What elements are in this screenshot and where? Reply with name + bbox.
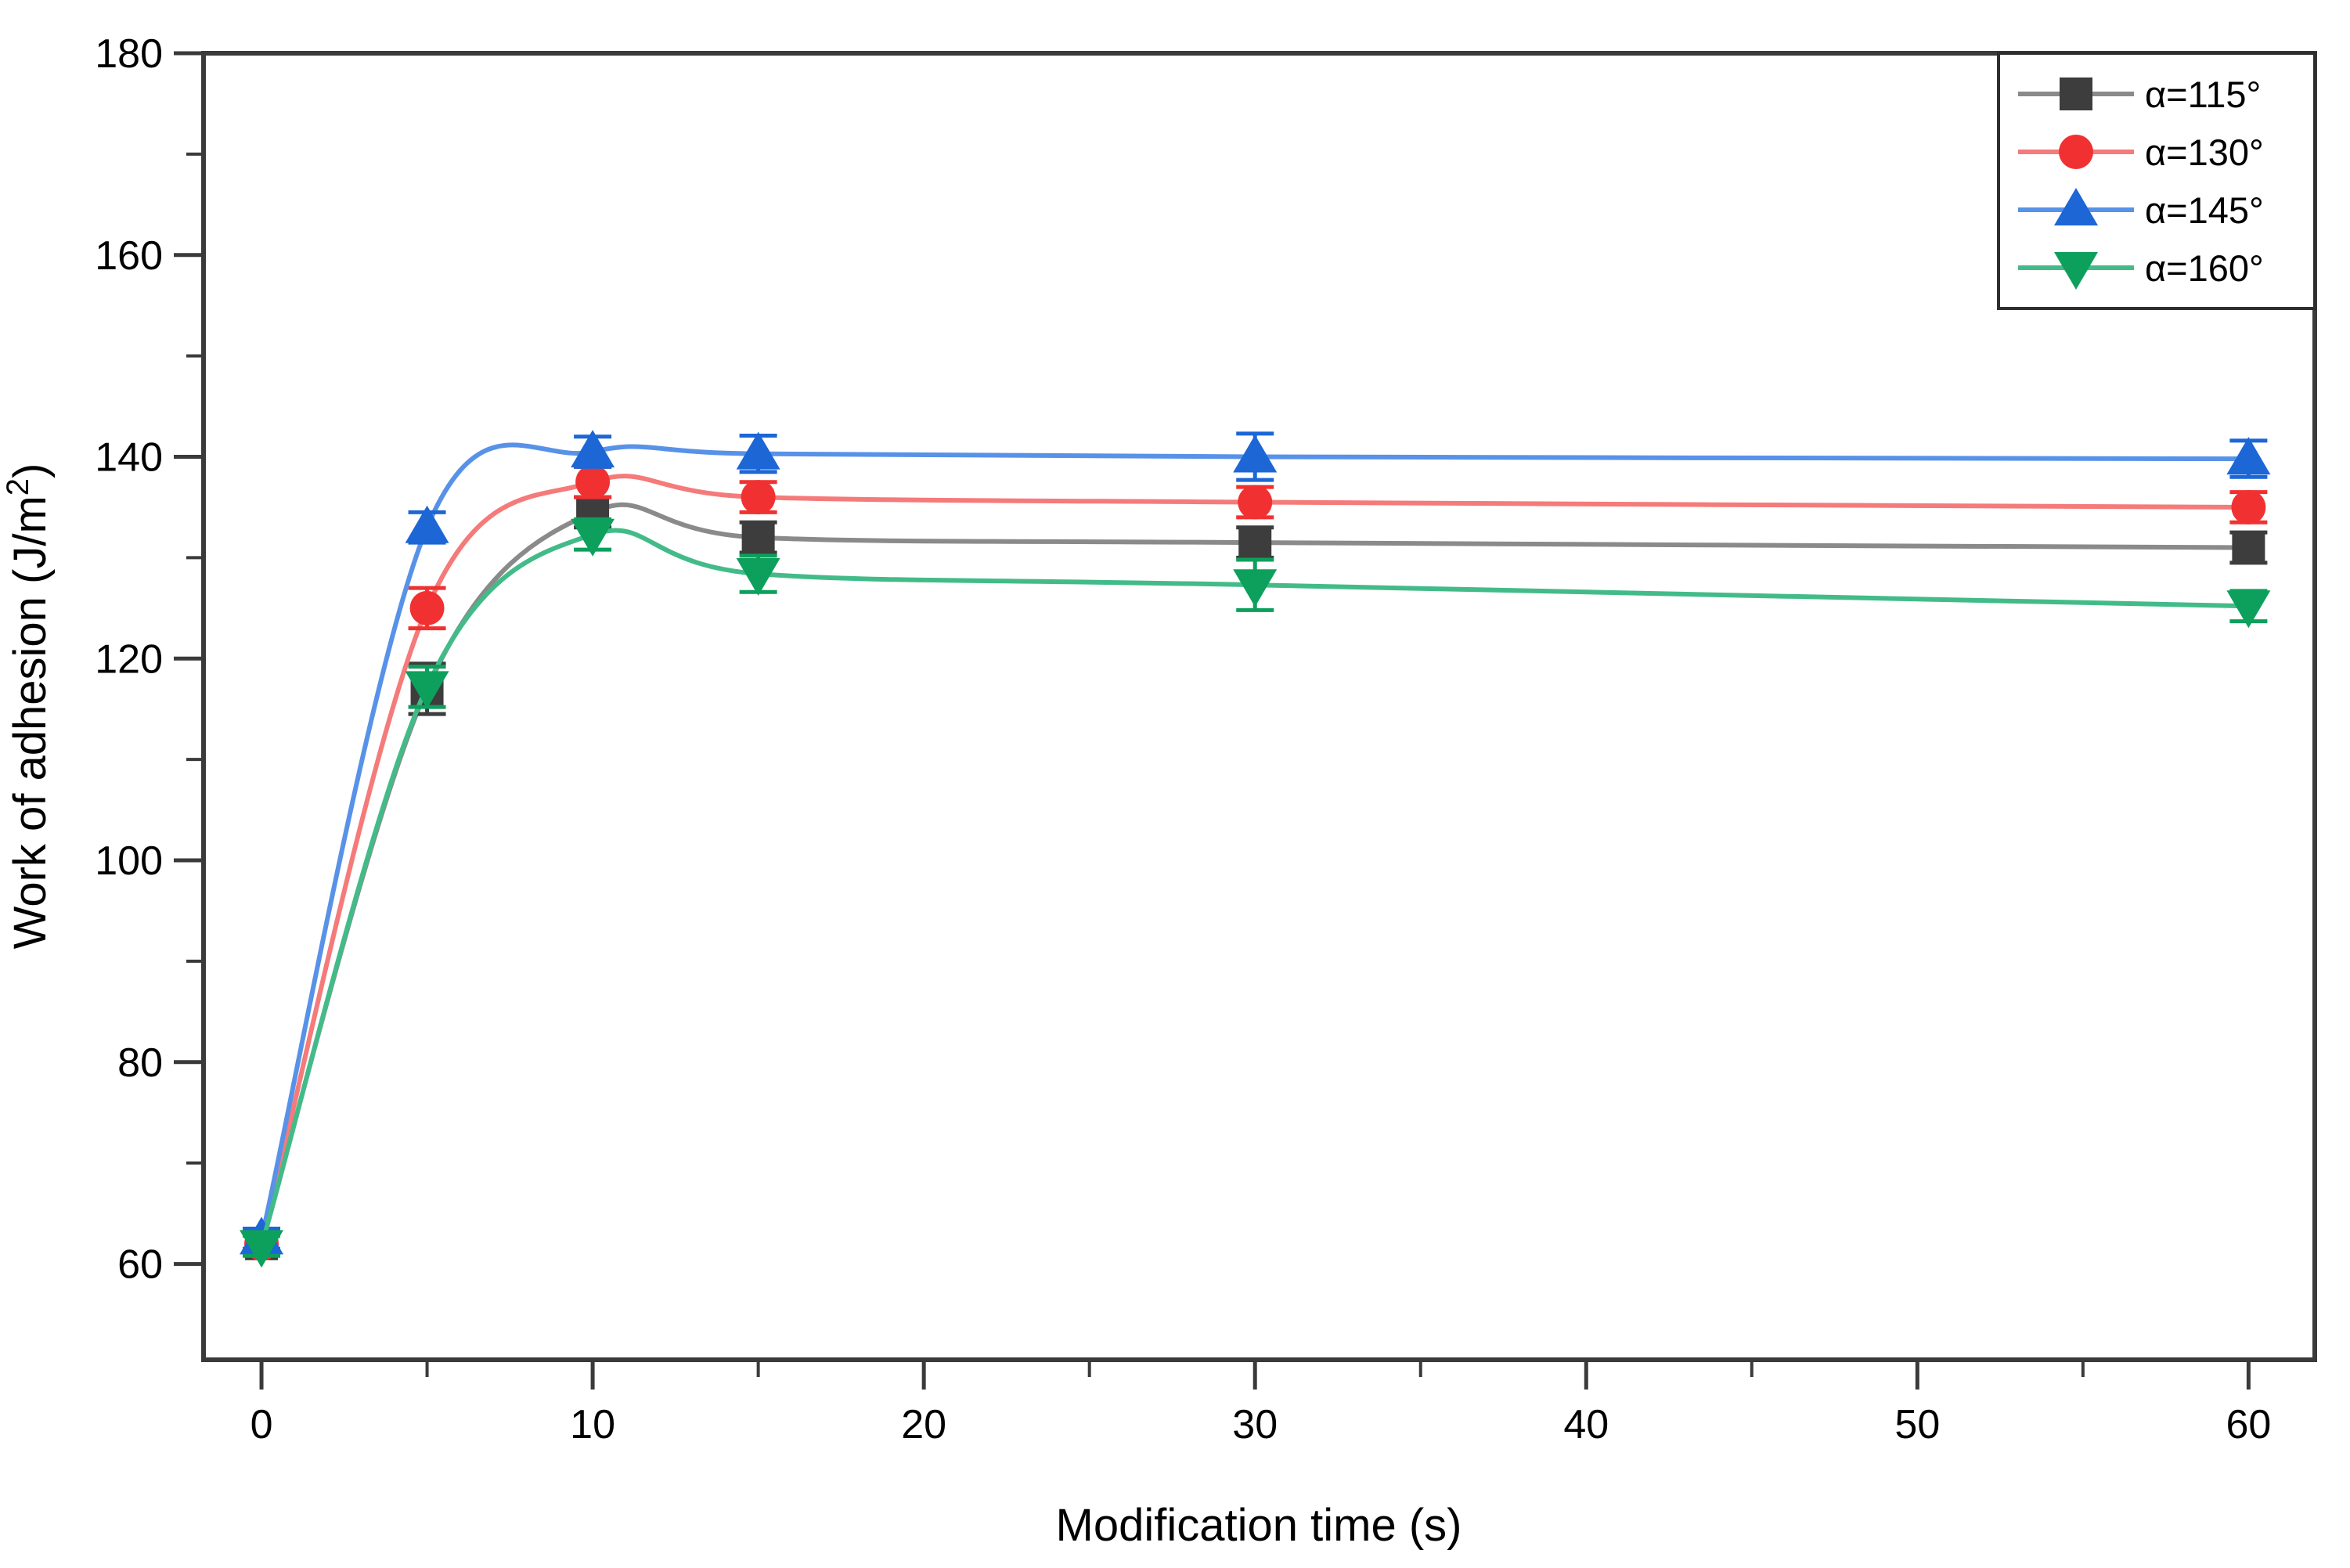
x-tick-label: 20 bbox=[901, 1402, 946, 1447]
series-line bbox=[259, 442, 2249, 1240]
y-axis-title: Work of adhesion (J/m2) bbox=[1, 463, 56, 950]
data-point-marker bbox=[571, 518, 615, 557]
series-line bbox=[259, 502, 2249, 1245]
data-point-marker bbox=[736, 431, 780, 470]
legend-label: α=130° bbox=[2145, 132, 2264, 173]
data-point-marker bbox=[741, 480, 776, 515]
data-point-marker bbox=[736, 558, 780, 597]
data-point-marker bbox=[405, 671, 449, 709]
y-tick-label: 160 bbox=[95, 233, 163, 279]
legend-marker-triangle-down-icon bbox=[2054, 252, 2098, 290]
plot-frame bbox=[201, 51, 2317, 1362]
legend-item: α=145° bbox=[2018, 188, 2264, 231]
data-point-marker bbox=[575, 464, 611, 499]
data-point-marker bbox=[2231, 489, 2266, 524]
data-point-marker bbox=[1238, 526, 1272, 560]
legend-marker-triangle-up-icon bbox=[2054, 188, 2098, 225]
x-tick-label: 10 bbox=[570, 1402, 615, 1447]
data-point-marker bbox=[240, 1230, 284, 1268]
series-line bbox=[259, 474, 2249, 1245]
y-tick-label: 180 bbox=[95, 31, 163, 77]
series-line bbox=[259, 528, 2249, 1247]
x-tick-label: 60 bbox=[2226, 1402, 2271, 1447]
y-tick-label: 100 bbox=[95, 838, 163, 884]
x-tick-label: 0 bbox=[250, 1402, 273, 1447]
data-point-marker bbox=[405, 505, 449, 543]
data-point-marker bbox=[2226, 590, 2271, 629]
legend-item: α=130° bbox=[2018, 132, 2264, 173]
y-tick-label: 60 bbox=[117, 1242, 163, 1288]
x-tick-label: 40 bbox=[1563, 1402, 1609, 1447]
y-tick-label: 140 bbox=[95, 435, 163, 481]
data-point-marker bbox=[741, 521, 775, 554]
x-axis-title: Modification time (s) bbox=[1056, 1500, 1462, 1551]
data-point-marker bbox=[1233, 569, 1278, 607]
data-point-marker bbox=[1238, 485, 1273, 520]
y-tick-label: 120 bbox=[95, 636, 163, 682]
x-tick-label: 30 bbox=[1232, 1402, 1278, 1447]
legend: α=115° α=130° α=145° α=160° bbox=[1997, 52, 2316, 310]
y-tick-label: 80 bbox=[117, 1040, 163, 1086]
data-point-marker bbox=[1233, 434, 1278, 473]
legend-marker-circle-icon bbox=[2059, 135, 2093, 169]
data-point-marker bbox=[571, 430, 615, 468]
legend-item: α=115° bbox=[2018, 74, 2261, 115]
series-α=160° bbox=[240, 517, 2271, 1268]
legend-label: α=145° bbox=[2145, 189, 2264, 231]
data-point-marker bbox=[2226, 437, 2271, 475]
legend-label: α=115° bbox=[2145, 74, 2261, 115]
legend-item: α=160° bbox=[2018, 247, 2264, 290]
data-point-marker bbox=[2232, 531, 2265, 564]
legend-label: α=160° bbox=[2145, 247, 2264, 289]
data-point-marker bbox=[409, 590, 445, 625]
legend-marker-square-icon bbox=[2060, 77, 2092, 110]
x-tick-label: 50 bbox=[1894, 1402, 1940, 1447]
